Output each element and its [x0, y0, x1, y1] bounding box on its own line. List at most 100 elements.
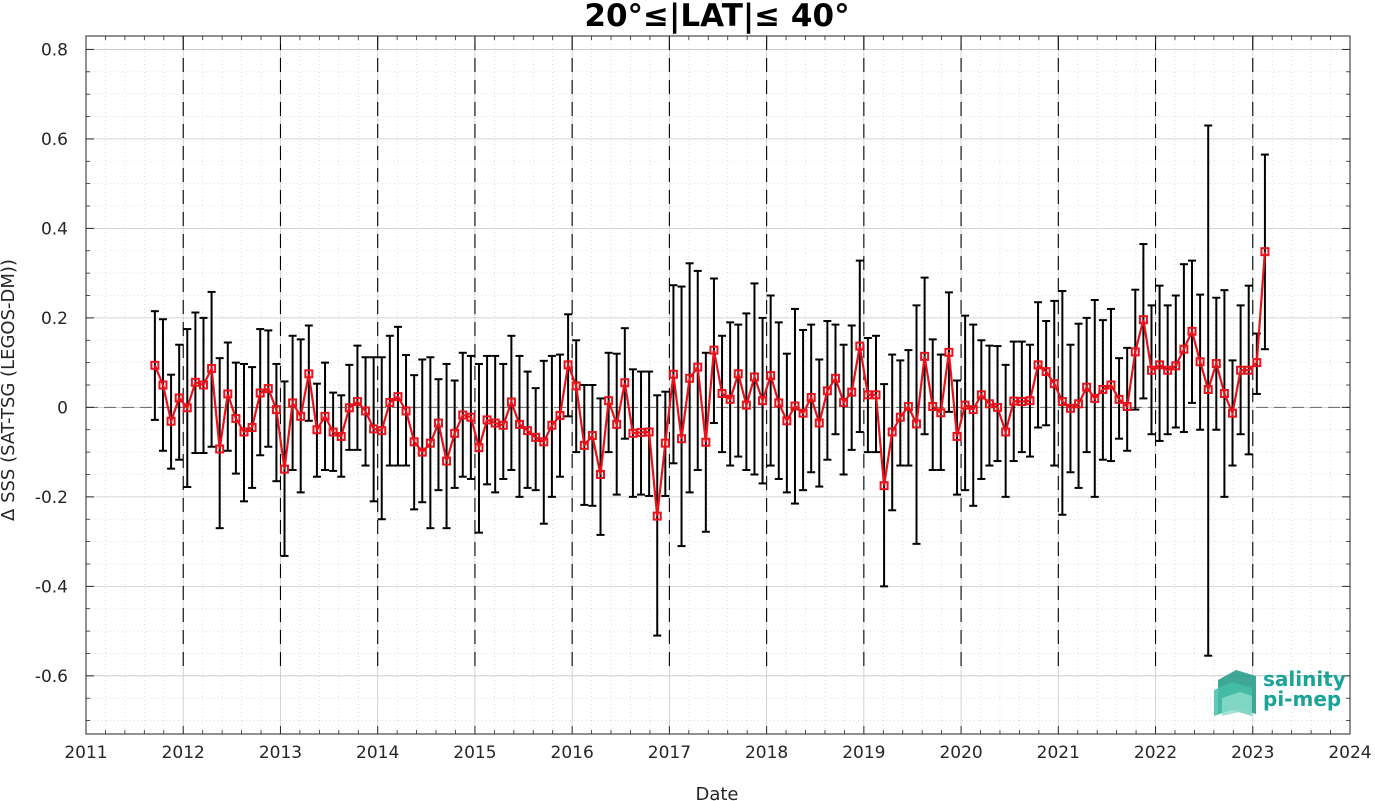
data-point [1155, 360, 1165, 370]
data-point [822, 386, 832, 396]
x-tick-labels: 2011 2012 2013 2014 2015 2016 2017 2018 2019 2020… [64, 743, 1371, 763]
data-point [936, 408, 946, 418]
data-point [150, 360, 160, 370]
data-point [895, 412, 905, 422]
data-point [1049, 379, 1059, 389]
x-tick-label: 2019 [842, 743, 885, 763]
data-point [1057, 397, 1067, 407]
data-point [571, 381, 581, 391]
data-point [717, 389, 727, 399]
x-tick-label: 2018 [745, 743, 788, 763]
data-point [1065, 403, 1075, 413]
data-point [839, 397, 849, 407]
data-point [409, 437, 419, 447]
data-point [393, 392, 403, 402]
data-point [1236, 365, 1246, 375]
data-point [1114, 394, 1124, 404]
data-point [903, 401, 913, 411]
data-point [758, 396, 768, 406]
data-point [198, 380, 208, 390]
logo-text-line1: salinity [1263, 667, 1346, 691]
data-point [1228, 408, 1238, 418]
data-point [1090, 393, 1100, 403]
data-point [1138, 315, 1148, 325]
data-point [652, 511, 662, 521]
data-point [425, 438, 435, 448]
data-point [1163, 365, 1173, 375]
data-point [928, 401, 938, 411]
data-point [1041, 367, 1051, 377]
data-point [158, 380, 168, 390]
data-point [620, 378, 630, 388]
x-tick-label: 2020 [939, 743, 982, 763]
data-point [531, 432, 541, 442]
data-point [442, 456, 452, 466]
data-point [644, 427, 654, 437]
data-point [1187, 326, 1197, 336]
data-point [887, 427, 897, 437]
x-tick-label: 2014 [356, 743, 399, 763]
data-point [450, 428, 460, 438]
data-point [555, 410, 565, 420]
data-point [352, 397, 362, 407]
data-point [733, 369, 743, 379]
data-point [231, 414, 241, 424]
y-tick-label: 0.6 [41, 130, 68, 150]
data-point [312, 425, 322, 435]
data-point [587, 431, 597, 441]
data-point [984, 399, 994, 409]
data-point [223, 389, 233, 399]
data-markers [150, 247, 1270, 521]
data-point [1122, 401, 1132, 411]
axis-ticks [85, 36, 1351, 734]
chart-title: 20°≤|LAT|≤ 40° [584, 0, 849, 34]
data-point [417, 447, 427, 457]
data-point [1082, 382, 1092, 392]
data-point [1001, 427, 1011, 437]
data-point [766, 371, 776, 381]
data-point [749, 372, 759, 382]
data-point [247, 423, 257, 433]
data-point [336, 431, 346, 441]
data-point [855, 341, 865, 351]
data-point [952, 431, 962, 441]
data-point [774, 398, 784, 408]
data-point [369, 424, 379, 434]
data-point [879, 481, 889, 491]
data-point [636, 427, 646, 437]
data-point [960, 400, 970, 410]
data-point [806, 393, 816, 403]
x-tick-label: 2017 [648, 743, 691, 763]
data-point [920, 351, 930, 361]
data-point [628, 428, 638, 438]
data-point [377, 426, 387, 436]
y-tick-labels: 0.8 0.6 0.4 0.2 0 -0.2 -0.4 -0.6 [35, 40, 68, 686]
data-point [668, 369, 678, 379]
x-tick-label: 2015 [453, 743, 496, 763]
data-point [239, 427, 249, 437]
data-point [563, 360, 573, 370]
data-point [701, 437, 711, 447]
data-point [1244, 365, 1254, 375]
data-point [709, 345, 719, 355]
data-point [847, 387, 857, 397]
data-point [401, 406, 411, 416]
x-tick-label: 2022 [1134, 743, 1177, 763]
data-point [458, 410, 468, 420]
data-point [1130, 347, 1140, 357]
x-tick-label: 2024 [1328, 743, 1371, 763]
x-tick-label: 2013 [259, 743, 302, 763]
data-point [539, 437, 549, 447]
data-point [782, 416, 792, 426]
data-point [280, 464, 290, 474]
data-point [830, 373, 840, 383]
data-point [490, 418, 500, 428]
data-point [1025, 396, 1035, 406]
data-point [798, 408, 808, 418]
data-point [685, 373, 695, 383]
x-tick-label: 2021 [1037, 743, 1080, 763]
data-point [968, 405, 978, 415]
data-point [304, 369, 314, 379]
y-tick-label: 0 [57, 398, 68, 418]
